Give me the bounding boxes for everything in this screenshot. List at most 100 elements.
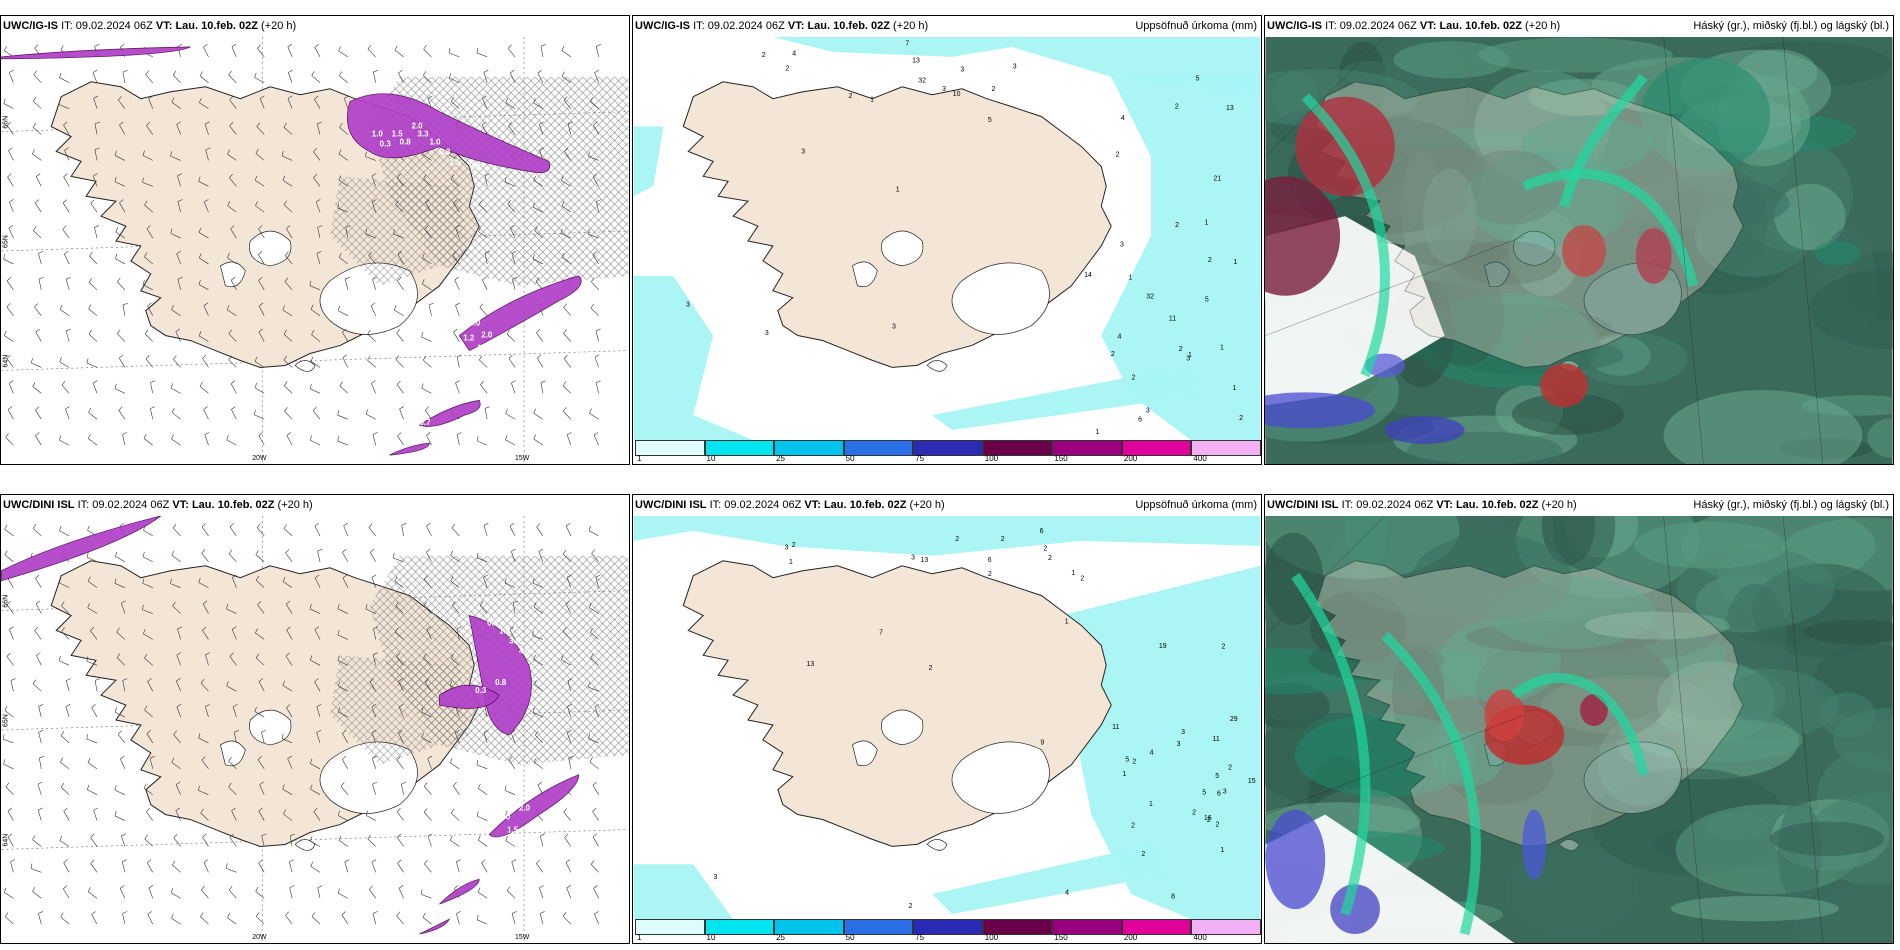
wind-barb-flag xyxy=(595,328,601,332)
wind-barb xyxy=(87,789,98,795)
wind-barb xyxy=(259,98,265,109)
wind-barb xyxy=(32,839,42,847)
wind-barb xyxy=(254,387,265,394)
wind-barb xyxy=(282,788,293,795)
wind-barb-flag xyxy=(342,548,347,553)
wind-barb xyxy=(532,582,544,588)
wind-barb xyxy=(562,916,572,925)
wind-barb-flag xyxy=(504,578,507,584)
wind-barb xyxy=(511,913,516,925)
wind-barb-flag xyxy=(198,733,201,739)
vt-value: Lau. 10.feb. 02Z xyxy=(823,499,907,511)
hatched-area xyxy=(329,655,470,765)
wind-barb xyxy=(4,335,14,342)
wind-barb-flag xyxy=(253,409,256,415)
precip-value: 1 xyxy=(1096,429,1100,436)
wind-barb xyxy=(310,866,321,873)
wind-barb xyxy=(590,101,599,109)
wind-barb xyxy=(454,732,460,744)
precip-value: 6 xyxy=(1138,416,1142,423)
wind-barb-flag xyxy=(173,833,178,839)
colorbar-label: 400 xyxy=(1193,454,1207,463)
wind-barb-flag xyxy=(450,96,455,102)
wind-barb xyxy=(337,892,348,899)
wind-barb-flag xyxy=(536,859,540,864)
wind-barb xyxy=(147,914,154,925)
wind-barb xyxy=(563,333,572,342)
wind-barb-flag xyxy=(38,276,44,280)
precip-area xyxy=(1101,76,1261,440)
wind-barb-flag xyxy=(456,432,462,435)
wind-barb-flag xyxy=(6,600,11,605)
wind-barb xyxy=(422,257,432,265)
wind-barb xyxy=(510,228,516,239)
wind-barb-flag xyxy=(65,276,71,280)
wind-barb-flag xyxy=(120,43,125,48)
wind-barb-flag xyxy=(450,653,454,659)
precip-area xyxy=(932,844,1171,915)
wind-barb-flag xyxy=(94,147,100,150)
wind-barb xyxy=(563,812,572,821)
wind-barb xyxy=(175,784,181,795)
wind-barb-flag xyxy=(338,46,341,52)
wind-barb-flag xyxy=(144,705,148,711)
lead-time: (+20 h) xyxy=(1541,499,1577,511)
wind-barb-flag xyxy=(38,250,44,254)
wind-barb xyxy=(456,913,460,925)
wind-barb-flag xyxy=(142,578,145,584)
wind-barb xyxy=(8,72,14,83)
precip-value: 11 xyxy=(1169,315,1176,322)
wind-barb-flag xyxy=(257,44,261,49)
wind-barb-flag xyxy=(309,604,312,610)
wind-barb-flag xyxy=(505,98,508,103)
wind-barb xyxy=(506,890,516,899)
wind-barb-flag xyxy=(451,523,456,529)
wind-barb xyxy=(171,412,181,420)
wind-barb-flag xyxy=(401,781,407,785)
colorbar-swatch xyxy=(843,919,914,935)
wind-barb-flag xyxy=(505,408,508,414)
wind-barb-flag xyxy=(287,95,293,99)
it-value: 09.02.2024 06Z xyxy=(92,499,170,511)
wind-barb xyxy=(565,525,572,537)
wind-barb-flag xyxy=(231,807,236,811)
wind-barb-flag xyxy=(367,834,371,840)
wind-barb-flag xyxy=(539,147,545,151)
wind-barb-flag xyxy=(345,276,350,280)
wind-barb xyxy=(511,253,516,265)
wind-barb-flag xyxy=(344,859,350,863)
wind-barb-flag xyxy=(365,409,368,415)
wind-barb-flag xyxy=(561,201,565,206)
wind-barb xyxy=(92,72,98,83)
wind-barb xyxy=(316,706,321,718)
wind-barb xyxy=(286,707,293,718)
wind-barb xyxy=(422,283,432,291)
wind-barb-flag xyxy=(426,522,431,527)
wind-barb-flag xyxy=(142,604,144,610)
wind-barb xyxy=(256,916,265,925)
precip-value: 2 xyxy=(1131,823,1135,830)
wind-barb-flag xyxy=(509,522,514,527)
wind-barb xyxy=(450,555,460,563)
wind-barb-flag xyxy=(6,652,11,657)
wind-barb xyxy=(510,732,516,744)
wind-barb xyxy=(477,815,488,821)
wind-barb xyxy=(200,916,209,925)
wind-barb-flag xyxy=(33,226,37,231)
colorbar-label: 50 xyxy=(845,933,855,942)
wind-barb xyxy=(424,682,432,692)
colorbar: 1 10 25 50 75 100 150 200 400 xyxy=(633,440,1261,464)
wind-barb xyxy=(86,362,98,368)
wind-barb xyxy=(373,72,377,83)
wind-barb xyxy=(176,124,181,135)
wind-barb xyxy=(338,257,349,265)
wind-barb xyxy=(422,153,432,161)
wind-barb xyxy=(227,917,237,925)
wind-barb-flag xyxy=(39,756,45,759)
wind-barb-flag xyxy=(312,406,317,411)
wind-barb-flag xyxy=(540,44,546,47)
wind-barb xyxy=(590,307,599,316)
wind-map: 1.2 1.7 2.0 2.9 0.8 1.2 3.3 4.6 0.3 0.8 1.0 2.0 1.5 1… xyxy=(1,516,629,943)
wind-barb xyxy=(255,153,265,161)
high-cloud-area xyxy=(1484,689,1525,741)
